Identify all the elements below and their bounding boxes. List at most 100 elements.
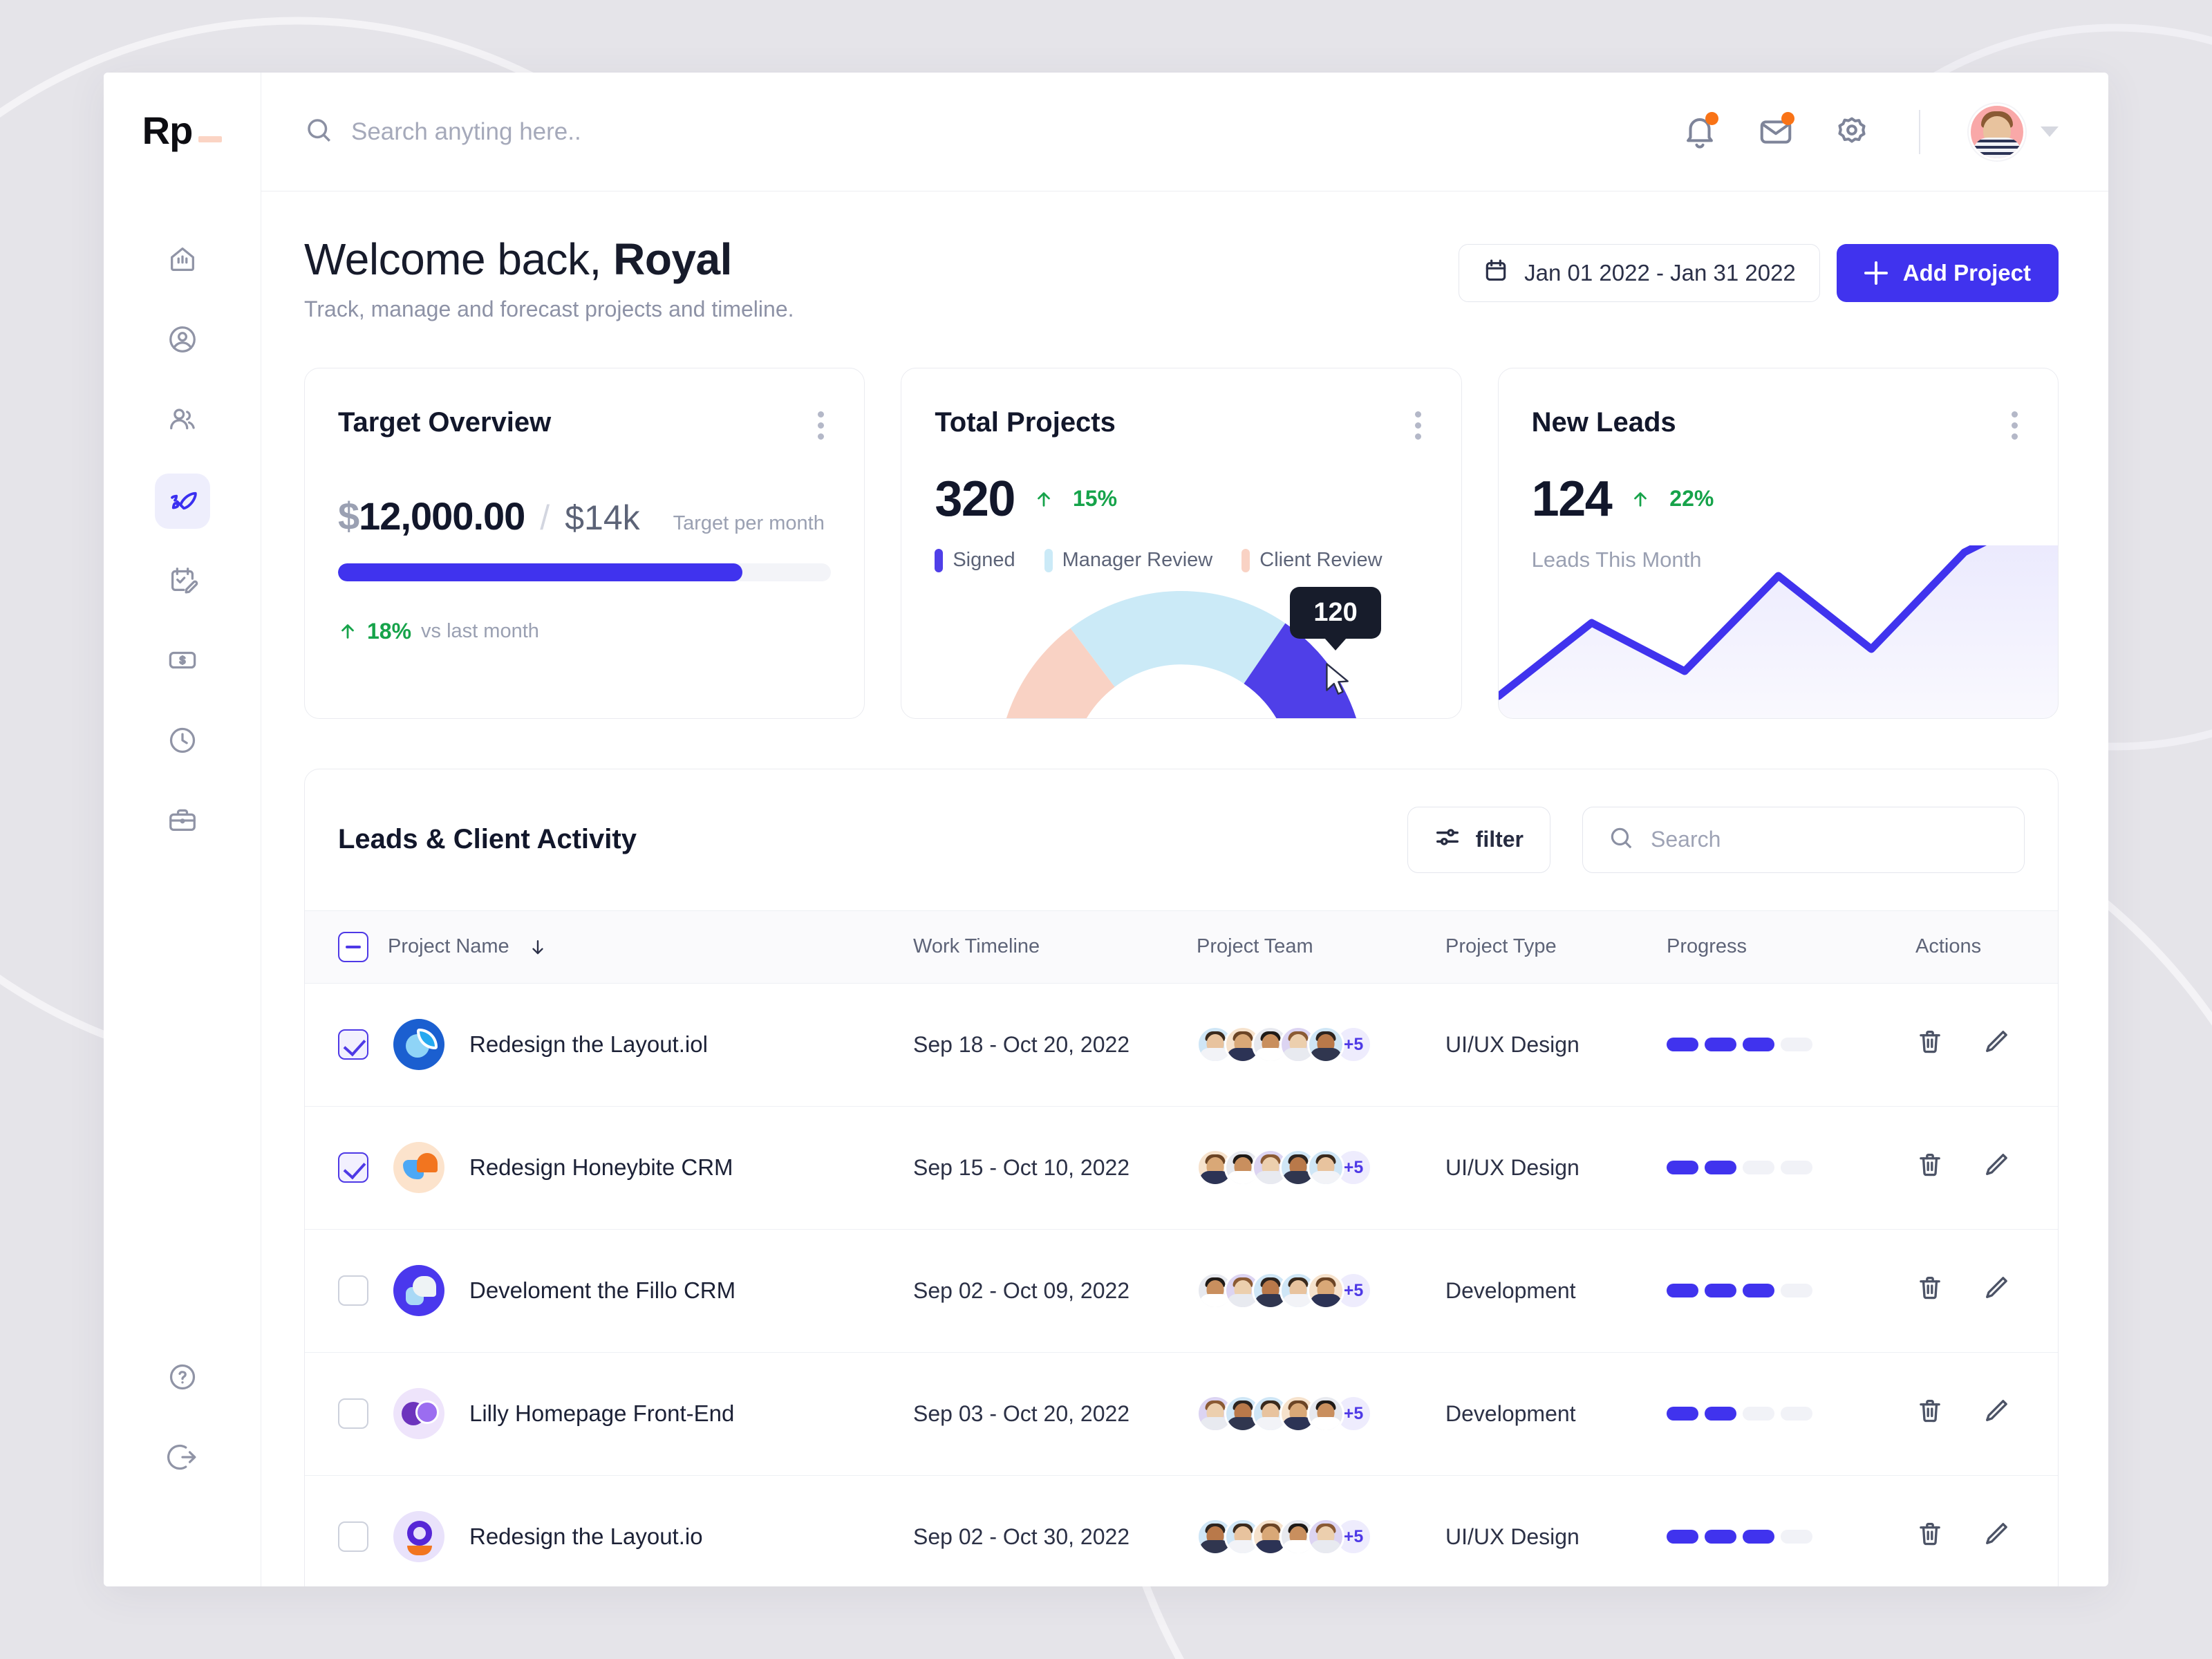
- cell-project-name: Develoment the Fillo CRM: [305, 1229, 913, 1353]
- th-progress[interactable]: Progress: [1667, 910, 1915, 984]
- th-work-timeline[interactable]: Work Timeline: [913, 910, 1197, 984]
- page-content: Welcome back, Royal Track, manage and fo…: [261, 191, 2108, 1586]
- row-actions: [1915, 1396, 2058, 1431]
- date-range-label: Jan 01 2022 - Jan 31 2022: [1524, 260, 1796, 285]
- th-project-name-label: Project Name: [388, 935, 509, 958]
- table-row[interactable]: Redesign the Layout.iol Sep 18 - Oct 20, …: [305, 983, 2058, 1107]
- sidebar-bottom: [155, 1351, 210, 1586]
- card-menu-projects[interactable]: [1408, 407, 1428, 444]
- filter-button[interactable]: filter: [1407, 806, 1550, 873]
- target-goal: $14k: [565, 498, 640, 537]
- table-row[interactable]: Redesign Honeybite CRM Sep 15 - Oct 10, 2…: [305, 1106, 2058, 1230]
- search-icon: [304, 115, 333, 148]
- sidebar-item-team[interactable]: [155, 393, 210, 449]
- page-header: Welcome back, Royal Track, manage and fo…: [304, 234, 2059, 322]
- row-checkbox[interactable]: [338, 1152, 368, 1183]
- th-project-team[interactable]: Project Team: [1197, 910, 1445, 984]
- table-search[interactable]: [1582, 806, 2025, 873]
- edit-icon[interactable]: [1982, 1027, 2011, 1062]
- avatar-stack[interactable]: +5: [1197, 1395, 1445, 1433]
- th-project-name[interactable]: Project Name: [305, 910, 913, 984]
- cell-progress: [1667, 1475, 1915, 1586]
- sidebar-item-finance[interactable]: [155, 634, 210, 689]
- cell-project-name: Redesign the Layout.io: [305, 1475, 913, 1586]
- avatar-stack[interactable]: +5: [1197, 1518, 1445, 1556]
- edit-icon[interactable]: [1982, 1150, 2011, 1185]
- row-checkbox[interactable]: [338, 1398, 368, 1430]
- progress-segments: [1667, 1038, 1915, 1052]
- date-range-picker[interactable]: Jan 01 2022 - Jan 31 2022: [1459, 244, 1820, 302]
- card-new-leads: New Leads 124 22% Leads This Month: [1497, 367, 2059, 719]
- th-project-type[interactable]: Project Type: [1445, 910, 1667, 984]
- card-menu-leads[interactable]: [2005, 407, 2025, 444]
- money-dollar-icon: [167, 644, 198, 679]
- add-project-button[interactable]: Add Project: [1836, 244, 2059, 302]
- sort-desc-icon[interactable]: [529, 937, 547, 957]
- cell-project-type: UI/UX Design: [1445, 1475, 1667, 1586]
- topbar-divider: [1919, 109, 1920, 154]
- clock-icon: [167, 724, 198, 760]
- target-amount: 12,000.00: [359, 494, 525, 538]
- table-search-input[interactable]: [1651, 827, 1999, 853]
- user-menu[interactable]: [1969, 103, 2059, 160]
- avatar-stack[interactable]: +5: [1197, 1272, 1445, 1310]
- add-project-label: Add Project: [1902, 260, 2031, 285]
- legend-label: Client Review: [1259, 549, 1382, 572]
- sidebar-item-portfolio[interactable]: [155, 794, 210, 850]
- total-projects-delta: 15%: [1072, 486, 1118, 512]
- avatar-stack[interactable]: +5: [1197, 1026, 1445, 1064]
- delete-icon[interactable]: [1915, 1150, 1944, 1185]
- search-input[interactable]: [351, 118, 835, 146]
- global-search[interactable]: [304, 115, 1681, 148]
- sidebar-item-help[interactable]: [155, 1351, 210, 1406]
- sidebar-item-dashboard[interactable]: [155, 233, 210, 288]
- page-subtitle: Track, manage and forecast projects and …: [304, 296, 794, 321]
- row-checkbox[interactable]: [338, 1521, 368, 1553]
- table-row[interactable]: Redesign the Layout.io Sep 02 - Oct 30, 2…: [305, 1475, 2058, 1586]
- card-menu-target[interactable]: [811, 407, 831, 444]
- sidebar-item-profile[interactable]: [155, 313, 210, 368]
- brand-logo[interactable]: Rp: [142, 111, 223, 150]
- sidebar-item-time-tracking[interactable]: [155, 714, 210, 769]
- sidebar-item-logout[interactable]: [155, 1431, 210, 1486]
- row-checkbox[interactable]: [338, 1029, 368, 1060]
- row-checkbox[interactable]: [338, 1275, 368, 1306]
- bell-icon: [1681, 118, 1718, 153]
- cell-project-name: Redesign the Layout.iol: [305, 983, 913, 1107]
- currency-symbol: $: [338, 494, 359, 538]
- project-icon: [393, 1265, 444, 1317]
- delete-icon[interactable]: [1915, 1273, 1944, 1308]
- calendar-icon: [1483, 257, 1509, 289]
- row-actions: [1915, 1027, 2058, 1062]
- edit-icon[interactable]: [1982, 1396, 2011, 1431]
- avatar-stack[interactable]: +5: [1197, 1149, 1445, 1187]
- plus-icon: [1864, 261, 1888, 285]
- delete-icon[interactable]: [1915, 1396, 1944, 1431]
- row-actions: [1915, 1519, 2058, 1554]
- kpi-cards: Target Overview $12,000.00 / $14k Target…: [304, 367, 2059, 719]
- table-body: Redesign the Layout.iol Sep 18 - Oct 20, …: [305, 983, 2058, 1586]
- delete-icon[interactable]: [1915, 1027, 1944, 1062]
- progress-segments: [1667, 1407, 1915, 1421]
- search-icon: [1608, 825, 1634, 854]
- cell-actions: [1915, 1475, 2058, 1586]
- cell-project-type: Development: [1445, 1229, 1667, 1353]
- settings-button[interactable]: [1833, 113, 1871, 151]
- table-row[interactable]: Develoment the Fillo CRM Sep 02 - Oct 09,…: [305, 1229, 2058, 1353]
- sidebar-item-projects[interactable]: [154, 474, 210, 529]
- rocket-icon: [167, 484, 198, 519]
- sidebar-item-tasks[interactable]: [155, 554, 210, 609]
- project-icon: [393, 1511, 444, 1563]
- select-all-checkbox[interactable]: [338, 931, 368, 962]
- project-icon: [393, 1388, 444, 1440]
- edit-icon[interactable]: [1982, 1273, 2011, 1308]
- edit-icon[interactable]: [1982, 1519, 2011, 1554]
- page-title: Welcome back, Royal: [304, 234, 794, 285]
- messages-button[interactable]: [1757, 111, 1794, 151]
- notifications-button[interactable]: [1681, 111, 1718, 153]
- logo-text: Rp: [142, 109, 194, 152]
- table-row[interactable]: Lilly Homepage Front-End Sep 03 - Oct 20,…: [305, 1352, 2058, 1476]
- delete-icon[interactable]: [1915, 1519, 1944, 1554]
- avatar: [1969, 103, 2025, 160]
- card-title-leads: New Leads: [1531, 406, 1676, 438]
